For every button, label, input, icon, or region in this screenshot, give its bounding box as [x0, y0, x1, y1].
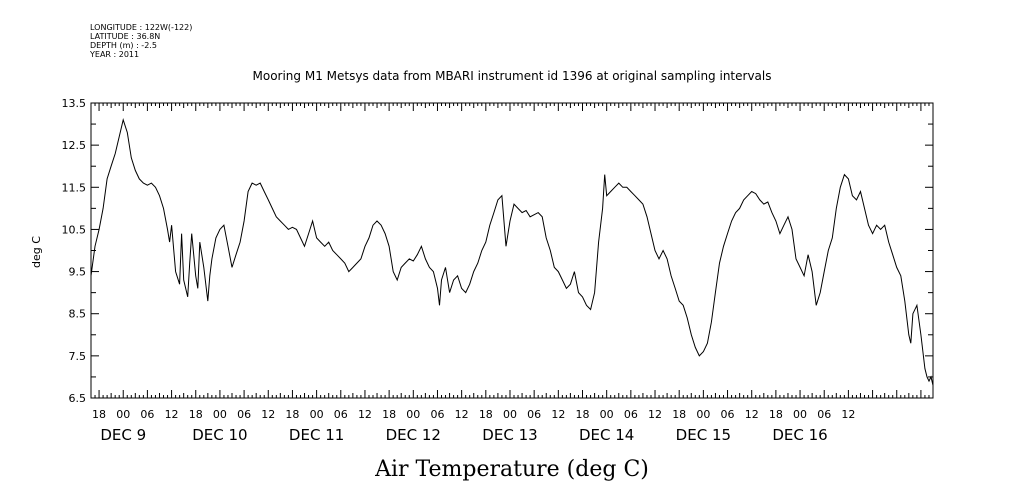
x-hour-label: 00 [116, 408, 130, 421]
x-hour-label: 12 [455, 408, 469, 421]
x-hour-label: 12 [551, 408, 565, 421]
x-hour-label: 18 [285, 408, 299, 421]
y-tick-label: 9.5 [69, 266, 87, 279]
y-tick-label: 7.5 [69, 350, 87, 363]
meta-depth: DEPTH (m) : -2.5 [90, 41, 157, 50]
meta-longitude: LONGITUDE : 122W(-122) [90, 23, 192, 32]
x-day-label: DEC 16 [772, 426, 827, 444]
x-hour-label: 00 [503, 408, 517, 421]
x-hour-label: 06 [817, 408, 831, 421]
x-hour-label: 06 [237, 408, 251, 421]
y-tick-label: 11.5 [62, 181, 87, 194]
metadata-block: LONGITUDE : 122W(-122) LATITUDE : 36.8N … [89, 23, 192, 59]
x-hour-label: 12 [358, 408, 372, 421]
x-hour-label: 18 [769, 408, 783, 421]
y-tick-label: 6.5 [69, 392, 87, 405]
y-tick-label: 10.5 [62, 223, 87, 236]
x-hour-label: 06 [527, 408, 541, 421]
x-hour-label: 12 [165, 408, 179, 421]
y-tick-label: 12.5 [62, 139, 87, 152]
x-hour-label: 18 [672, 408, 686, 421]
air-temperature-line [90, 118, 934, 386]
x-hour-label: 12 [745, 408, 759, 421]
x-hour-label: 12 [841, 408, 855, 421]
x-hour-label: 18 [576, 408, 590, 421]
x-day-label: DEC 11 [289, 426, 344, 444]
x-hour-label: 18 [479, 408, 493, 421]
x-day-label: DEC 12 [386, 426, 441, 444]
x-hour-label: 12 [648, 408, 662, 421]
x-hour-label: 00 [310, 408, 324, 421]
x-hour-label: 00 [793, 408, 807, 421]
x-hour-label: 06 [624, 408, 638, 421]
y-axis-label: deg C [30, 236, 43, 268]
x-axis-caption: Air Temperature (deg C) [374, 457, 649, 482]
plot-frame [90, 102, 934, 399]
x-axis: 18 00 06 12 18 00 06 12 18 00 06 12 18 00 06 12 18 00 06 12… [90, 103, 934, 444]
x-hour-label: 00 [406, 408, 420, 421]
x-hour-label: 18 [92, 408, 106, 421]
x-day-label: DEC 13 [482, 426, 537, 444]
y-tick-label: 8.5 [69, 308, 87, 321]
x-hour-label: 00 [213, 408, 227, 421]
x-hour-label: 06 [721, 408, 735, 421]
meta-latitude: LATITUDE : 36.8N [90, 32, 160, 41]
chart-title: Mooring M1 Metsys data from MBARI instru… [253, 69, 772, 83]
x-hour-label: 06 [430, 408, 444, 421]
x-hour-label: 06 [334, 408, 348, 421]
y-axis: 6.5 7.5 8.5 9.5 10.5 11.5 12.5 13.5 [62, 97, 933, 405]
x-hour-label: 00 [696, 408, 710, 421]
x-day-label: DEC 14 [579, 426, 634, 444]
x-day-label: DEC 9 [100, 426, 146, 444]
meta-year: YEAR : 2011 [89, 50, 139, 59]
x-day-label: DEC 10 [192, 426, 247, 444]
y-tick-label: 13.5 [62, 97, 87, 110]
x-hour-label: 06 [140, 408, 154, 421]
x-day-label: DEC 15 [676, 426, 731, 444]
x-hour-label: 18 [189, 408, 203, 421]
x-hour-label: 18 [382, 408, 396, 421]
x-hour-label: 12 [261, 408, 275, 421]
x-hour-label: 00 [600, 408, 614, 421]
